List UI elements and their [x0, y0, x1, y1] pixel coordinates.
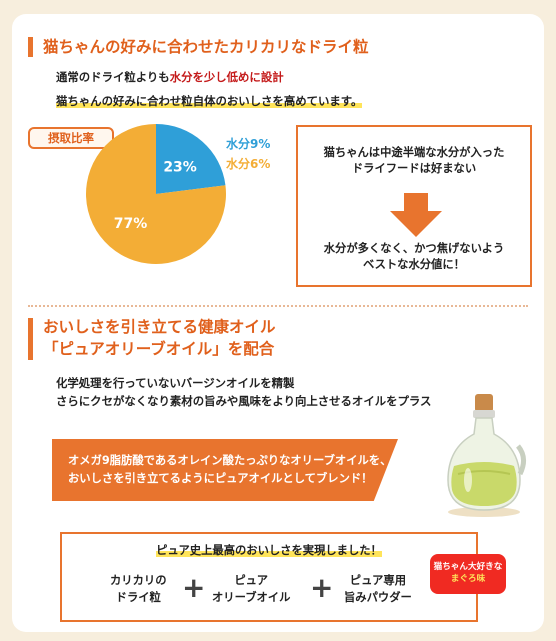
- section2-line2: さらにクセがなくなり素材の旨みや風味をより向上させるオイルをプラス: [56, 394, 432, 408]
- info-top-line2: ドライフードは好まない: [351, 162, 477, 175]
- ingredient-dry-kibble: カリカリの ドライ粒: [110, 572, 167, 606]
- section-divider: [28, 305, 528, 307]
- heading-accent-bar: [28, 318, 33, 360]
- ingredient-2-line2: オリーブオイル: [212, 591, 291, 604]
- info-bottom-line2: ベストな水分値に！: [363, 258, 465, 271]
- section1-line2: 猫ちゃんの好みに合わせ粒自体のおいしさを高めています。: [56, 94, 363, 109]
- section2-title-line1: おいしさを引き立てる健康オイル: [43, 318, 276, 336]
- olive-oil-bottle-icon: [447, 394, 526, 517]
- section1-title: 猫ちゃんの好みに合わせたカリカリなドライ粒: [43, 38, 369, 56]
- info-box: 猫ちゃんは中途半端な水分が入った ドライフードは好まない 水分が多くなく、かつ焦…: [296, 125, 532, 287]
- ingredient-2-line1: ピュア: [234, 574, 269, 587]
- summary-box: ピュア史上最高のおいしさを実現しました！ カリカリの ドライ粒 + ピュア オリ…: [60, 532, 478, 622]
- ingredient-1-line2: ドライ粒: [115, 591, 161, 604]
- info-bottom-line1: 水分が多くなく、かつ焦げないよう: [323, 242, 505, 255]
- banner-line1: オメガ9脂肪酸であるオレイン酸たっぷりなオリーブオイルを、: [68, 454, 392, 467]
- tuna-flavor-tag: 猫ちゃん大好きな まぐろ味: [430, 554, 506, 594]
- section1-line2-text: 猫ちゃんの好みに合わせ粒自体のおいしさを高めています。: [56, 94, 363, 108]
- info-top-text: 猫ちゃんは中途半端な水分が入った ドライフードは好まない: [298, 145, 530, 177]
- pie-slice: [86, 124, 226, 264]
- tag-line2: まぐろ味: [450, 574, 486, 584]
- summary-title-text: ピュア史上最高のおいしさを実現しました！: [156, 544, 382, 557]
- intake-ratio-badge: 摂取比率: [28, 127, 114, 149]
- ingredient-olive-oil: ピュア オリーブオイル: [212, 572, 290, 606]
- legend-item-1: 水分9%: [226, 137, 271, 151]
- heading-accent-bar: [28, 37, 33, 57]
- ingredient-umami-powder: ピュア専用 旨みパウダー: [344, 572, 412, 606]
- legend-item-2: 水分6%: [226, 157, 271, 171]
- tag-line1: 猫ちゃん大好きな: [433, 562, 503, 572]
- section1-heading: 猫ちゃんの好みに合わせたカリカリなドライ粒: [28, 36, 369, 58]
- section2-title-line2: 「ピュアオリーブオイル」を配合: [43, 340, 275, 358]
- ingredient-3-line2: 旨みパウダー: [344, 591, 412, 604]
- pie-slice-label: 23%: [163, 160, 197, 176]
- section1-line1-text: 通常のドライ粒よりも: [56, 70, 170, 84]
- main-card: 猫ちゃんの好みに合わせたカリカリなドライ粒 通常のドライ粒よりも水分を少し低めに…: [12, 14, 544, 632]
- plus-icon: +: [182, 571, 206, 604]
- section1-line1-highlight: 水分を少し低めに設計: [169, 70, 284, 84]
- ingredient-1-line1: カリカリの: [110, 574, 167, 587]
- banner-line2: おいしさを引き立てるようにピュアオイルとしてブレンド！: [68, 472, 373, 485]
- pie-slice-label: 77%: [114, 216, 148, 232]
- info-top-line1: 猫ちゃんは中途半端な水分が入った: [323, 146, 505, 159]
- section2-title: おいしさを引き立てる健康オイル 「ピュアオリーブオイル」を配合: [43, 316, 276, 360]
- down-arrow-icon: [390, 193, 442, 237]
- section1-line1: 通常のドライ粒よりも水分を少し低めに設計: [56, 70, 284, 85]
- moisture-pie-chart: 23% 77%: [86, 124, 226, 264]
- pie-slice: [156, 124, 226, 194]
- plus-icon: +: [310, 571, 334, 604]
- ingredient-3-line1: ピュア専用: [349, 574, 407, 587]
- section2-line1: 化学処理を行っていないバージンオイルを精製: [56, 376, 295, 390]
- info-bottom-text: 水分が多くなく、かつ焦げないよう ベストな水分値に！: [298, 241, 530, 273]
- summary-title: ピュア史上最高のおいしさを実現しました！: [62, 542, 476, 558]
- section2-heading: おいしさを引き立てる健康オイル 「ピュアオリーブオイル」を配合: [28, 316, 276, 360]
- omega9-banner: オメガ9脂肪酸であるオレイン酸たっぷりなオリーブオイルを、 おいしさを引き立てる…: [52, 439, 398, 501]
